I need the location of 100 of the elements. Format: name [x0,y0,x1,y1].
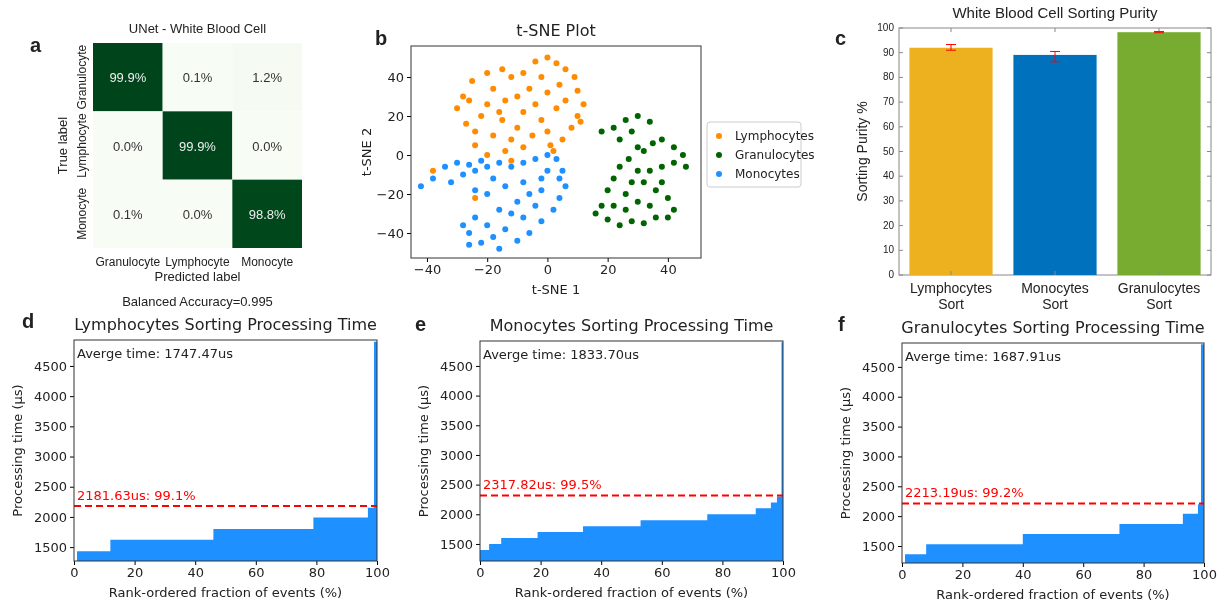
data-label: 0.1% [113,206,144,222]
y-tick-label: Lymphocyte [75,113,89,178]
point [646,202,653,209]
y-tick-label: 3000 [439,447,473,463]
point [682,163,689,170]
y-tick-label: 80 [882,71,895,83]
point [508,163,515,170]
point [652,214,659,221]
point [646,167,653,174]
point [556,175,563,182]
point [610,175,617,182]
point [634,113,641,120]
data-label: 99.9% [179,138,217,154]
annotation: Averge time: 1833.70us [483,347,640,362]
point [463,120,470,127]
chart-title: Lymphocytes Sorting Processing Time [74,315,377,334]
point [466,97,473,104]
y-tick-label: 20 [882,219,895,231]
y-axis-title: Processing time (μs) [416,384,431,518]
annotation: Averge time: 1747.47us [77,346,234,361]
point [664,194,671,201]
y-tick-label: 2500 [33,479,67,495]
y-tick-label: 20 [387,108,404,124]
point [622,206,629,213]
point [634,198,641,205]
point [532,58,539,65]
point [592,210,599,217]
text: e [415,313,427,335]
point [526,230,533,237]
ref-line-label: 2213.19us: 99.2% [905,485,1024,501]
point [556,81,563,88]
point [649,140,656,147]
point [553,105,560,112]
chart-title: UNet - White Blood Cell [128,21,267,36]
legend-label: Monocytes [735,167,800,181]
x-tick-label: 40 [660,262,677,278]
data-label: 0.0% [252,138,283,154]
point [466,241,473,248]
y-axis-title: True label [55,116,70,175]
point [538,116,545,123]
point [502,226,509,233]
point [544,152,551,159]
point [556,194,563,201]
point [460,171,467,178]
point [508,136,515,143]
point [499,116,506,123]
point [526,85,533,92]
point [478,113,485,120]
point [553,155,560,162]
x-tick-label: 60 [248,565,265,581]
point [466,161,473,168]
point [478,157,485,164]
y-tick-label: 2000 [861,508,895,524]
x-tick-label: Granulocyte [95,255,161,269]
point [496,206,503,213]
point [496,245,503,252]
data-label: 99.9% [109,70,147,86]
point [628,128,635,135]
y-tick-label: 1500 [33,539,67,555]
point [553,60,560,67]
data-label: 0.0% [182,206,213,222]
y-tick-label: 3500 [439,417,473,433]
point [610,202,617,209]
x-tick-label: Lymphocyte [165,255,230,269]
point [520,159,527,166]
y-axis-title: Sorting Purity % [854,101,870,202]
point [478,239,485,246]
y-tick-label: 1500 [439,536,473,552]
ref-line-label: 2181.63us: 99.1% [77,487,196,503]
x-tick-label: 80 [1135,567,1153,583]
point [472,128,479,135]
y-tick-label: 40 [387,69,404,85]
y-tick-label: −40 [376,225,404,241]
point [538,187,545,194]
point [616,222,623,229]
point [574,113,581,120]
y-tick-label: 2500 [861,478,895,494]
point [544,128,551,135]
point [562,97,569,104]
text: Balanced Accuracy=0.995 [122,294,273,309]
annotation: Averge time: 1687.91us [905,349,1062,364]
y-tick-label: 3500 [861,419,895,435]
y-tick-label: 4000 [33,388,67,404]
point [559,167,566,174]
point [496,109,503,116]
x-tick-label: Lymphocytes Sort [910,280,992,312]
point [598,128,605,135]
point [454,105,461,112]
point [472,187,479,194]
x-tick-label: 20 [532,565,550,581]
point [568,124,575,131]
point [484,101,491,108]
point [571,74,578,81]
point [442,163,449,170]
point [640,220,647,227]
y-tick-label: 3000 [861,449,895,465]
point [514,93,521,100]
point [550,206,557,213]
point [520,214,527,221]
x-tick-label: 40 [593,565,610,581]
